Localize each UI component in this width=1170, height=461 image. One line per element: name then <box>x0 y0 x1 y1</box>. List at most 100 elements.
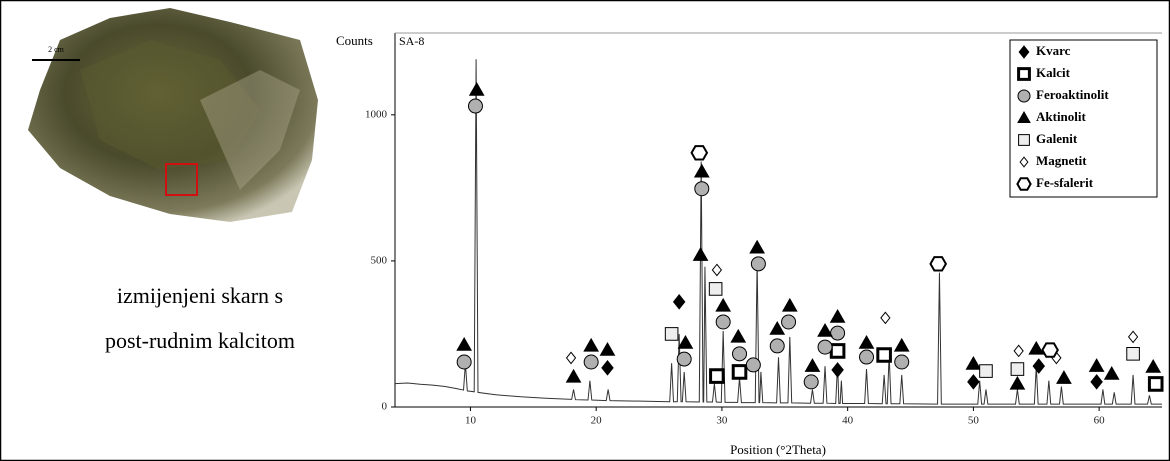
rock-texture <box>80 40 260 170</box>
marker <box>601 360 614 376</box>
marker <box>876 347 892 363</box>
marker <box>1018 134 1030 146</box>
marker <box>694 181 710 197</box>
marker <box>583 337 600 352</box>
marker <box>1090 374 1103 390</box>
marker <box>1017 67 1031 81</box>
marker <box>859 349 875 365</box>
marker <box>803 374 819 390</box>
marker <box>1028 340 1045 355</box>
marker <box>565 351 577 365</box>
marker <box>690 145 709 161</box>
marker <box>731 364 748 380</box>
photo: 2 cm <box>28 8 318 222</box>
legend-label: Galenit <box>1036 131 1078 146</box>
marker <box>711 263 723 277</box>
marker <box>1013 344 1024 358</box>
y-axis-label: Counts <box>336 33 373 48</box>
marker <box>965 356 982 370</box>
caption: post-rudnim kalcitom <box>105 328 295 353</box>
marker <box>1017 89 1031 103</box>
marker <box>1032 358 1046 374</box>
marker <box>565 368 582 383</box>
marker <box>831 362 844 378</box>
marker <box>817 323 833 337</box>
x-tick-label: 50 <box>968 415 980 427</box>
scale-label: 2 cm <box>48 45 65 54</box>
marker <box>858 335 875 349</box>
marker <box>1019 156 1029 168</box>
marker <box>1147 376 1164 392</box>
marker <box>979 364 993 378</box>
marker <box>708 282 723 296</box>
marker <box>599 342 616 356</box>
x-tick-label: 30 <box>716 415 728 427</box>
x-tick-label: 20 <box>591 415 603 427</box>
marker <box>583 354 599 370</box>
marker <box>1056 370 1072 384</box>
diffraction-pattern <box>394 59 1162 405</box>
y-tick-label: 500 <box>371 254 388 266</box>
marker <box>929 256 948 272</box>
rock-texture <box>200 70 300 190</box>
marker <box>467 98 483 114</box>
marker <box>468 81 485 96</box>
caption: izmijenjeni skarn s <box>117 283 283 308</box>
marker <box>880 311 891 325</box>
x-axis-label: Position (°2Theta) <box>730 442 826 457</box>
marker <box>732 346 748 362</box>
sample-area <box>165 163 198 196</box>
marker <box>893 337 910 352</box>
marker <box>715 297 732 312</box>
legend-label: Feroaktinolit <box>1036 87 1109 102</box>
legend-box <box>1009 39 1158 198</box>
y-tick-label: 1000 <box>365 108 388 120</box>
marker <box>1017 110 1031 123</box>
marker <box>1088 358 1105 372</box>
marker <box>1018 45 1030 59</box>
marker <box>749 239 765 254</box>
marker <box>817 339 833 355</box>
legend-label: Fe-sfalerit <box>1036 175 1094 190</box>
marker <box>692 247 709 261</box>
legend-label: Kalcit <box>1036 65 1071 80</box>
marker <box>1145 358 1162 373</box>
x-tick-label: 40 <box>842 415 854 427</box>
marker <box>709 368 725 384</box>
marker <box>1127 330 1139 344</box>
marker <box>456 354 472 370</box>
marker <box>829 308 846 323</box>
x-tick-label: 60 <box>1094 415 1106 427</box>
marker <box>804 358 821 372</box>
marker <box>1016 177 1032 191</box>
marker <box>664 327 679 341</box>
marker <box>750 256 766 272</box>
marker <box>456 337 473 351</box>
marker <box>830 325 846 341</box>
marker <box>715 314 731 330</box>
marker <box>781 314 797 330</box>
x-tick-label: 10 <box>465 415 477 427</box>
legend-label: Kvarc <box>1036 43 1071 58</box>
marker <box>1009 375 1026 390</box>
marker <box>677 335 694 349</box>
marker <box>781 297 798 312</box>
marker <box>769 320 786 335</box>
marker <box>1126 347 1140 361</box>
marker <box>1103 365 1120 380</box>
marker <box>693 163 710 178</box>
marker <box>829 343 846 359</box>
marker <box>745 357 761 373</box>
marker <box>967 374 980 390</box>
marker <box>894 354 910 370</box>
legend-label: Aktinolit <box>1036 109 1087 124</box>
chart-title: SA-8 <box>399 34 424 48</box>
y-tick-label: 0 <box>382 401 388 413</box>
marker <box>676 351 692 367</box>
marker <box>769 338 785 354</box>
marker <box>1010 362 1025 376</box>
legend-label: Magnetit <box>1036 153 1087 168</box>
marker <box>672 294 686 310</box>
marker <box>730 328 747 343</box>
